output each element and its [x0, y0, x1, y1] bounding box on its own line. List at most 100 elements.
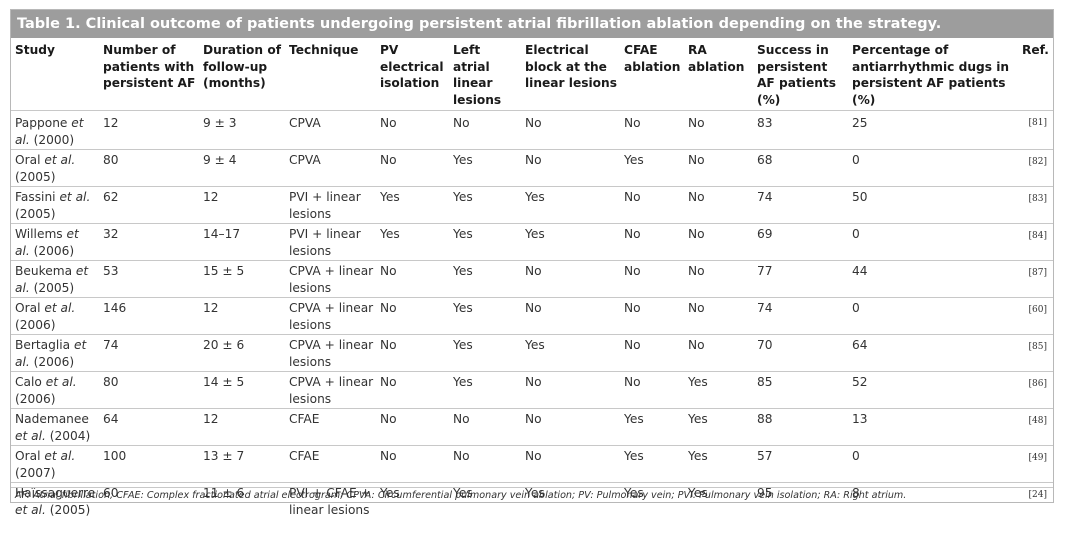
- cell-electrical-block: No: [525, 264, 542, 278]
- cell-electrical-block: No: [525, 412, 542, 426]
- cell-pv-isolation: Yes: [380, 227, 400, 241]
- study-et-al: et al.: [15, 116, 84, 147]
- study-author: Oral: [15, 301, 41, 315]
- cell-ref: [85]: [1028, 342, 1047, 352]
- table-row: Haïssaguerre et al. (2005) 60 11 ± 6 PVI + …: [11, 482, 1053, 520]
- cell-success: 68: [757, 153, 773, 167]
- cell-technique: CPVA: [289, 153, 321, 167]
- cell-duration: 12: [203, 412, 219, 426]
- cell-pv-isolation: No: [380, 153, 397, 167]
- header-left-atrial: Left atrial linear lesions: [453, 43, 502, 107]
- study-year: (2005): [49, 502, 91, 517]
- cell-number: 53: [103, 264, 119, 278]
- header-technique: Technique: [289, 43, 359, 57]
- table-row: Bertaglia et al. (2006) 74 20 ± 6 CPVA + li…: [11, 334, 1053, 372]
- cell-pv-isolation: No: [380, 449, 397, 463]
- cell-antiarrhythmic: 13: [852, 412, 868, 426]
- cell-pv-isolation: Yes: [380, 486, 400, 500]
- cell-duration: 14 ± 5: [203, 375, 245, 389]
- cell-cfae: No: [624, 301, 641, 315]
- cell-left-atrial: Yes: [453, 264, 473, 278]
- cell-number: 62: [103, 190, 119, 204]
- table-row: Calo et al. (2006) 80 14 ± 5 CPVA + linear …: [11, 371, 1053, 409]
- cell-left-atrial: Yes: [453, 375, 473, 389]
- cell-antiarrhythmic: 52: [852, 375, 868, 389]
- table-row: Pappone et al. (2000) 12 9 ± 3 CPVA No No No No…: [11, 110, 1053, 150]
- cell-pv-isolation: No: [380, 375, 397, 389]
- cell-electrical-block: Yes: [525, 190, 545, 204]
- cell-ref: [49]: [1028, 453, 1047, 463]
- study-author: Beukema: [15, 264, 73, 278]
- header-success: Success in persistent AF patients (%): [757, 43, 836, 107]
- cell-duration: 9 ± 3: [203, 116, 237, 130]
- cell-study: Pappone et al. (2000): [11, 111, 99, 150]
- header-pv-isolation: PV electrical isolation: [380, 43, 444, 90]
- study-author: Oral: [15, 153, 41, 167]
- cell-electrical-block: Yes: [525, 486, 545, 500]
- cell-electrical-block: Yes: [525, 338, 545, 352]
- header-number: Number of patients with persistent AF: [103, 43, 196, 90]
- cell-success: 77: [757, 264, 773, 278]
- cell-antiarrhythmic: 0: [852, 449, 860, 463]
- cell-antiarrhythmic: 8: [852, 486, 860, 500]
- cell-technique: CPVA + linear lesions: [289, 338, 374, 369]
- cell-technique: CPVA + linear lesions: [289, 264, 374, 295]
- cell-antiarrhythmic: 25: [852, 116, 868, 130]
- cell-number: 80: [103, 153, 119, 167]
- cell-antiarrhythmic: 44: [852, 264, 868, 278]
- cell-study: Fassini et al. (2005): [11, 187, 99, 224]
- cell-technique: CPVA: [289, 116, 321, 130]
- cell-success: 57: [757, 449, 773, 463]
- study-author: Pappone: [15, 116, 68, 130]
- cell-study: Calo et al. (2006): [11, 372, 99, 409]
- cell-technique: CPVA + linear lesions: [289, 375, 374, 406]
- table-row: Willems et al. (2006) 32 14–17 PVI + linear…: [11, 223, 1053, 261]
- cell-number: 64: [103, 412, 119, 426]
- cell-success: 74: [757, 190, 773, 204]
- cell-electrical-block: No: [525, 375, 542, 389]
- cell-electrical-block: No: [525, 449, 542, 463]
- cell-technique: PVI + linear lesions: [289, 227, 361, 258]
- cell-left-atrial: Yes: [453, 486, 473, 500]
- study-author: Haïssaguerre: [15, 486, 96, 500]
- cell-number: 60: [103, 486, 119, 500]
- cell-number: 80: [103, 375, 119, 389]
- cell-left-atrial: Yes: [453, 338, 473, 352]
- study-et-al: et al.: [15, 338, 87, 369]
- cell-duration: 15 ± 5: [203, 264, 245, 278]
- study-et-al: et al.: [15, 502, 46, 517]
- cell-cfae: No: [624, 227, 641, 241]
- study-year: (2006): [15, 317, 56, 332]
- study-author: Bertaglia: [15, 338, 71, 352]
- cell-ra: Yes: [688, 412, 708, 426]
- table-row: Oral et al. (2005) 80 9 ± 4 CPVA No Yes No Yes N…: [11, 149, 1053, 187]
- study-author: Fassini: [15, 190, 56, 204]
- study-year: (2005): [33, 280, 75, 295]
- cell-left-atrial: No: [453, 412, 470, 426]
- cell-study: Oral et al. (2006): [11, 298, 99, 335]
- study-et-al: et al.: [44, 301, 76, 315]
- cell-ref: [48]: [1028, 416, 1047, 426]
- table-row: Nademanee et al. (2004) 64 12 CFAE No No No Yes…: [11, 408, 1053, 446]
- cell-cfae: No: [624, 264, 641, 278]
- cell-electrical-block: No: [525, 301, 542, 315]
- table-row: Fassini et al. (2005) 62 12 PVI + linear le…: [11, 186, 1053, 224]
- cell-ra: Yes: [688, 375, 708, 389]
- cell-success: 69: [757, 227, 773, 241]
- cell-number: 74: [103, 338, 119, 352]
- table-row: Beukema et al. (2005) 53 15 ± 5 CPVA + line…: [11, 260, 1053, 298]
- cell-number: 32: [103, 227, 119, 241]
- cell-ref: [82]: [1028, 157, 1047, 167]
- study-year: (2006): [15, 391, 56, 406]
- cell-success: 95: [757, 486, 773, 500]
- cell-technique: PVI + CFAE + linear lesions: [289, 486, 371, 517]
- study-author: Nademanee: [15, 412, 89, 426]
- cell-electrical-block: No: [525, 153, 542, 167]
- study-et-al: et al.: [15, 227, 79, 258]
- study-et-al: et al.: [15, 428, 46, 443]
- cell-ra: Yes: [688, 449, 708, 463]
- cell-ref: [24]: [1028, 490, 1047, 500]
- cell-cfae: Yes: [624, 153, 644, 167]
- header-ra: RA ablation: [688, 43, 745, 74]
- cell-number: 100: [103, 449, 127, 463]
